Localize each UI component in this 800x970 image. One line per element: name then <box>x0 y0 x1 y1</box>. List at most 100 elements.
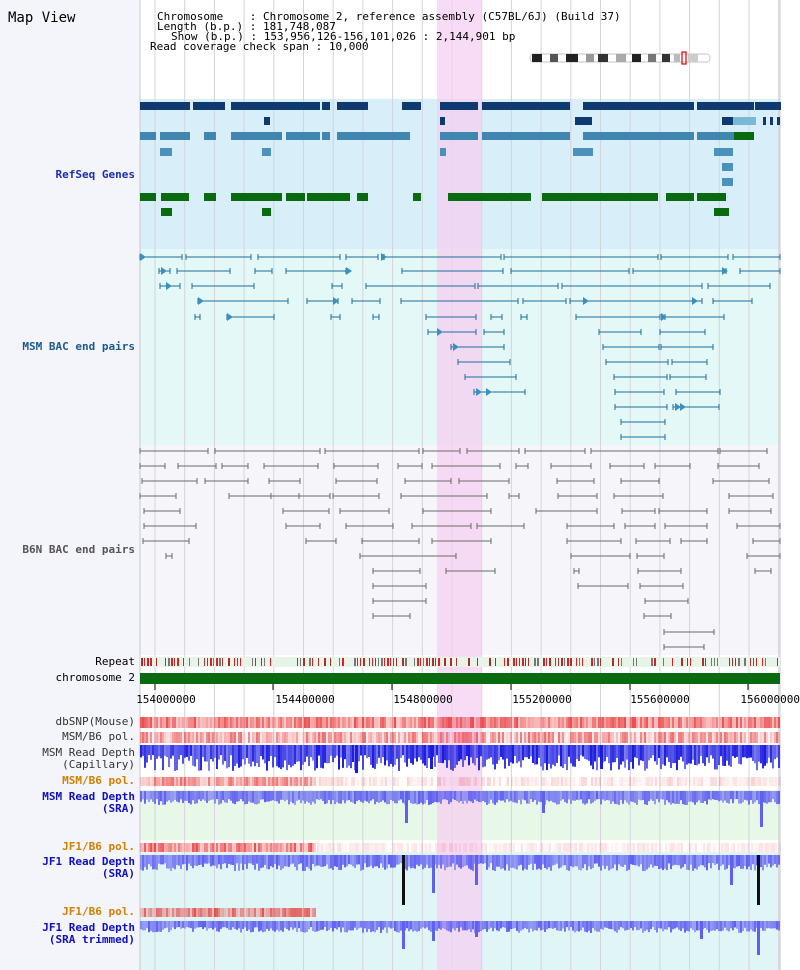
heat-cell <box>411 777 413 786</box>
heat-cell <box>397 843 399 852</box>
heat-cell <box>586 717 588 728</box>
depth-bar <box>320 921 322 930</box>
depth-bar <box>520 745 522 768</box>
heat-cell <box>427 777 429 786</box>
heat-cell <box>308 717 310 728</box>
depth-bar <box>462 855 464 868</box>
heat-cell <box>654 717 656 728</box>
heat-cell <box>575 777 577 786</box>
depth-bar <box>510 855 512 868</box>
heat-cell <box>519 777 521 786</box>
depth-bar <box>756 745 758 771</box>
heat-cell <box>733 843 735 852</box>
heat-cell <box>318 717 320 728</box>
refseq-genes-label: RefSeq Genes <box>55 168 135 181</box>
depth-bar <box>268 855 270 870</box>
depth-bar <box>570 791 572 804</box>
depth-bar <box>162 791 164 805</box>
depth-bar <box>658 745 660 758</box>
repeat-element <box>429 658 430 666</box>
bac-end-marker <box>198 297 204 305</box>
heat-cell <box>747 777 749 786</box>
heat-cell <box>681 843 683 852</box>
depth-bar <box>370 791 372 801</box>
gene-exon <box>734 132 754 140</box>
heat-cell <box>321 843 323 852</box>
heat-cell <box>312 908 314 917</box>
heat-cell <box>306 908 308 917</box>
heat-cell <box>488 732 490 743</box>
chromosome-ideogram[interactable] <box>528 51 713 65</box>
depth-bar <box>358 745 360 762</box>
depth-bar <box>336 745 338 756</box>
heat-cell <box>480 732 482 743</box>
heat-cell <box>222 732 224 743</box>
depth-bar <box>436 745 438 756</box>
heat-cell <box>606 717 608 728</box>
depth-bar <box>670 855 672 870</box>
depth-bar <box>214 855 216 866</box>
depth-bar <box>684 791 686 805</box>
heat-cell <box>310 908 312 917</box>
heat-cell <box>570 732 572 743</box>
heat-cell <box>668 717 670 728</box>
heat-cell <box>719 777 721 786</box>
heat-cell <box>456 732 458 743</box>
depth-bar <box>552 745 554 765</box>
heat-cell <box>489 843 491 852</box>
bac-end-marker <box>661 313 667 321</box>
depth-bar <box>546 921 548 930</box>
depth-bar <box>776 921 778 930</box>
heat-cell <box>542 732 544 743</box>
depth-bar <box>382 745 384 758</box>
heat-cell <box>188 732 190 743</box>
heat-cell <box>353 777 355 786</box>
depth-bar <box>334 745 336 758</box>
depth-bar <box>738 855 740 867</box>
heat-cell <box>466 732 468 743</box>
heat-cell <box>338 732 340 743</box>
depth-bar <box>172 791 174 802</box>
depth-bar <box>256 745 258 764</box>
depth-bar <box>304 921 306 933</box>
depth-bar <box>698 745 700 764</box>
heat-cell <box>366 717 368 728</box>
heat-cell <box>407 843 409 852</box>
heat-cell <box>518 717 520 728</box>
heat-cell <box>770 732 772 743</box>
depth-bar <box>452 791 454 800</box>
heat-cell <box>176 732 178 743</box>
heat-cell <box>517 843 519 852</box>
heat-cell <box>344 732 346 743</box>
heat-cell <box>538 717 540 728</box>
depth-bar <box>682 921 684 929</box>
heat-cell <box>349 843 351 852</box>
heat-cell <box>214 777 216 786</box>
heat-cell <box>220 777 222 786</box>
depth-bar <box>164 921 166 929</box>
heat-cell <box>262 843 264 852</box>
heat-cell <box>176 777 178 786</box>
depth-bar <box>456 745 458 765</box>
heat-cell <box>162 843 164 852</box>
depth-bar <box>656 745 658 765</box>
depth-bar <box>526 791 528 804</box>
depth-bar <box>210 791 212 800</box>
heat-cell <box>264 717 266 728</box>
heat-cell <box>582 717 584 728</box>
heat-cell <box>761 843 763 852</box>
heat-cell <box>300 908 302 917</box>
heat-cell <box>698 732 700 743</box>
heat-cell <box>503 777 505 786</box>
depth-bar <box>564 921 566 932</box>
depth-bar <box>526 921 528 930</box>
depth-bar <box>604 921 606 928</box>
heat-cell <box>514 717 516 728</box>
heat-cell <box>152 908 154 917</box>
heat-cell <box>302 777 304 786</box>
depth-bar <box>362 791 364 803</box>
heat-cell <box>640 717 642 728</box>
depth-bar <box>332 745 334 763</box>
heat-cell <box>208 908 210 917</box>
depth-bar <box>726 855 728 869</box>
